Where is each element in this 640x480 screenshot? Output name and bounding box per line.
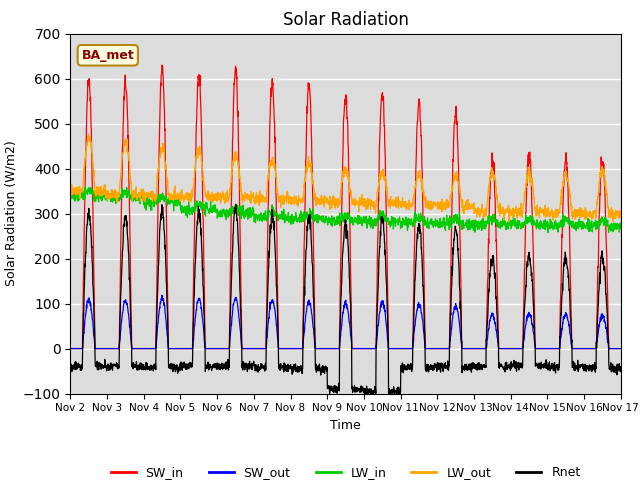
Text: BA_met: BA_met xyxy=(81,49,134,62)
Y-axis label: Solar Radiation (W/m2): Solar Radiation (W/m2) xyxy=(4,141,17,287)
Title: Solar Radiation: Solar Radiation xyxy=(283,11,408,29)
Legend: SW_in, SW_out, LW_in, LW_out, Rnet: SW_in, SW_out, LW_in, LW_out, Rnet xyxy=(106,461,586,480)
Rnet xyxy=(617,364,625,370)
Line: LW_in: LW_in xyxy=(70,187,621,233)
LW_in xyxy=(617,222,625,228)
SW_out xyxy=(568,346,576,351)
LW_in xyxy=(584,225,591,230)
LW_in xyxy=(362,220,369,226)
LW_out xyxy=(84,131,92,137)
SW_out xyxy=(584,346,591,351)
LW_in xyxy=(568,223,576,229)
Line: SW_out: SW_out xyxy=(70,295,621,348)
LW_in xyxy=(374,218,381,224)
LW_in xyxy=(506,223,513,228)
Rnet xyxy=(569,362,577,368)
LW_out xyxy=(362,197,369,203)
Rnet xyxy=(364,393,372,399)
SW_out xyxy=(362,346,369,351)
SW_out xyxy=(617,346,625,351)
SW_in xyxy=(617,346,625,351)
LW_in xyxy=(605,230,612,236)
LW_out xyxy=(617,213,625,219)
Rnet xyxy=(67,360,74,366)
LW_in xyxy=(220,207,228,213)
SW_in xyxy=(158,62,166,68)
Rnet xyxy=(374,290,381,296)
SW_in xyxy=(584,346,591,351)
Line: LW_out: LW_out xyxy=(70,134,621,222)
SW_in xyxy=(220,346,228,351)
Rnet xyxy=(506,361,514,367)
Rnet xyxy=(362,389,369,395)
LW_in xyxy=(67,193,74,199)
Line: SW_in: SW_in xyxy=(70,65,621,348)
Rnet xyxy=(220,363,228,369)
LW_out xyxy=(220,196,228,202)
LW_out xyxy=(506,210,514,216)
Line: Rnet: Rnet xyxy=(70,204,621,396)
LW_out xyxy=(374,187,381,192)
LW_out xyxy=(67,186,74,192)
SW_in xyxy=(374,244,381,250)
X-axis label: Time: Time xyxy=(330,419,361,432)
SW_out xyxy=(67,346,74,351)
SW_out xyxy=(158,292,166,298)
LW_out xyxy=(569,216,577,221)
SW_in xyxy=(568,346,576,351)
Rnet xyxy=(232,202,240,207)
LW_out xyxy=(584,212,592,217)
Rnet xyxy=(584,363,592,369)
SW_in xyxy=(506,346,513,351)
SW_in xyxy=(67,346,74,351)
LW_out xyxy=(505,219,513,225)
LW_in xyxy=(81,184,89,190)
SW_out xyxy=(374,327,381,333)
SW_out xyxy=(506,346,513,351)
SW_out xyxy=(220,346,228,351)
SW_in xyxy=(362,346,369,351)
